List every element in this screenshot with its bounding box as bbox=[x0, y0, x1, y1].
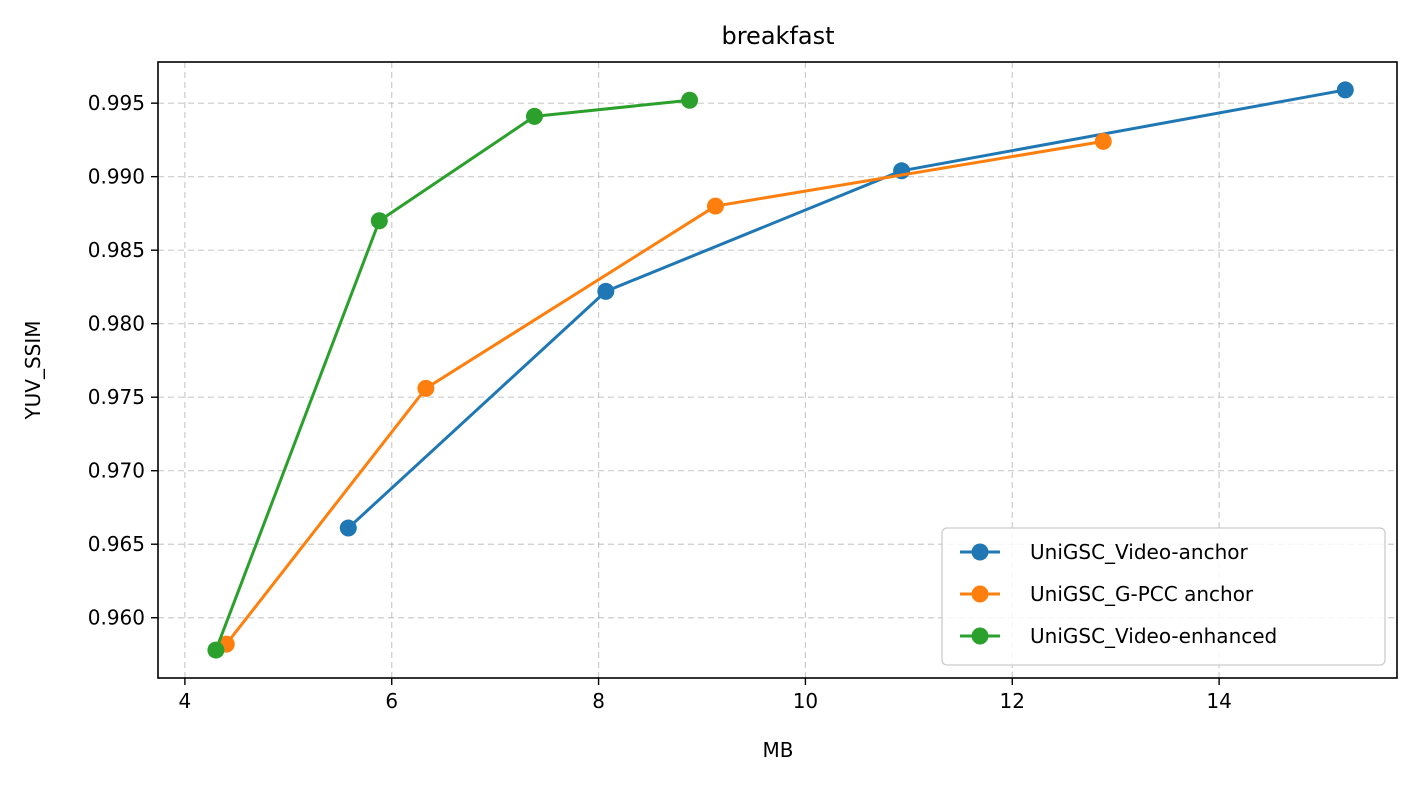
legend-item: UniGSC_Video-enhanced bbox=[960, 624, 1277, 648]
y-tick-label: 0.975 bbox=[88, 385, 145, 409]
x-tick-label: 4 bbox=[179, 689, 192, 713]
data-point bbox=[1336, 81, 1354, 99]
series-3 bbox=[207, 91, 699, 659]
data-point bbox=[706, 197, 724, 215]
x-tick-label: 8 bbox=[592, 689, 605, 713]
series-line bbox=[214, 98, 690, 651]
x-axis-label: MB bbox=[763, 738, 794, 762]
data-point bbox=[681, 91, 699, 109]
y-tick-label: 0.960 bbox=[88, 606, 145, 630]
y-tick-label: 0.970 bbox=[88, 459, 145, 483]
data-point bbox=[525, 107, 543, 125]
y-tick-label: 0.985 bbox=[88, 238, 145, 262]
legend-box bbox=[941, 527, 1386, 666]
data-point bbox=[417, 379, 435, 397]
legend-label: UniGSC_G-PCC anchor bbox=[1030, 582, 1254, 606]
legend: UniGSC_Video-anchor UniGSC_G-PCC anchor Un… bbox=[941, 527, 1386, 666]
y-tick-label: 0.990 bbox=[88, 165, 145, 189]
x-tick-label: 14 bbox=[1206, 689, 1231, 713]
x-axis-ticks: 4 6 8 10 12 14 bbox=[179, 678, 1232, 713]
legend-item: UniGSC_Video-anchor bbox=[960, 540, 1248, 564]
chart-title: breakfast bbox=[721, 22, 834, 50]
x-tick-label: 6 bbox=[385, 689, 398, 713]
legend-label: UniGSC_Video-enhanced bbox=[1030, 624, 1277, 648]
x-tick-label: 12 bbox=[1000, 689, 1025, 713]
y-axis-label: YUV_SSIM bbox=[21, 320, 45, 420]
data-point bbox=[370, 212, 388, 230]
data-point bbox=[339, 519, 357, 537]
y-tick-label: 0.965 bbox=[88, 532, 145, 556]
legend-marker bbox=[971, 627, 989, 645]
y-axis-ticks: 0.960 0.965 0.970 0.975 0.980 0.985 0.990 0.995 bbox=[88, 91, 158, 630]
x-tick-label: 10 bbox=[793, 689, 818, 713]
y-tick-label: 0.980 bbox=[88, 312, 145, 336]
series-line bbox=[225, 139, 1104, 646]
legend-item: UniGSC_G-PCC anchor bbox=[960, 582, 1254, 606]
data-point bbox=[597, 282, 615, 300]
data-point bbox=[1094, 132, 1112, 150]
data-point bbox=[207, 641, 225, 659]
plot-frame bbox=[157, 61, 1398, 679]
series-line bbox=[347, 88, 1346, 530]
y-tick-label: 0.995 bbox=[88, 91, 145, 115]
legend-marker bbox=[971, 585, 989, 603]
series-layer bbox=[207, 81, 1354, 659]
legend-marker bbox=[971, 543, 989, 561]
legend-label: UniGSC_Video-anchor bbox=[1030, 540, 1248, 564]
